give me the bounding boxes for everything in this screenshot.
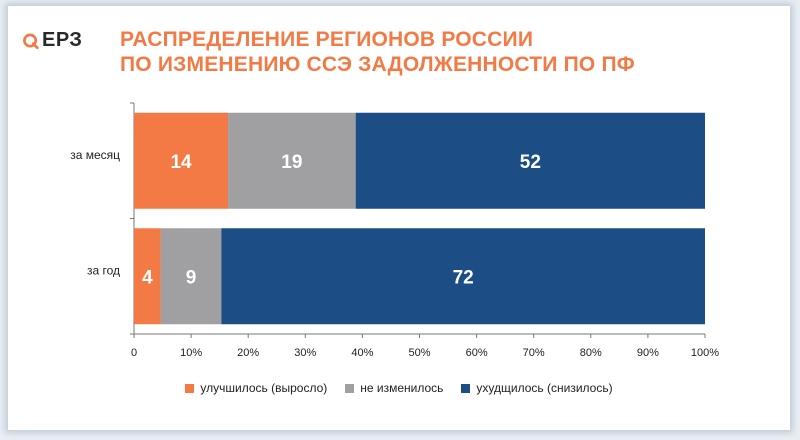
data-label: 4: [142, 267, 153, 288]
legend-item: не изменилось: [345, 381, 443, 395]
logo: ЕРЗ: [22, 29, 82, 52]
title-line-1: РАСПРЕДЕЛЕНИЕ РЕГИОНОВ РОССИИ: [120, 28, 534, 51]
x-tick-label: 100%: [691, 347, 719, 359]
legend-swatch: [461, 383, 471, 393]
slide: ЕРЗ РАСПРЕДЕЛЕНИЕ РЕГИОНОВ РОССИИ ПО ИЗМ…: [8, 6, 790, 430]
legend-item: улучшилось (выросло): [185, 381, 327, 395]
logo-q-icon: [23, 33, 39, 49]
data-label: 19: [281, 152, 302, 173]
x-tick-label: 60%: [466, 347, 488, 359]
x-tick-label: 30%: [294, 347, 316, 359]
data-label: 72: [453, 267, 474, 288]
x-tick-label: 40%: [351, 347, 373, 359]
legend-swatch: [345, 383, 355, 393]
bar-segment: [221, 228, 705, 325]
bar-segment: [160, 228, 222, 325]
legend-label: не изменилось: [360, 381, 444, 395]
data-label: 14: [170, 152, 192, 173]
data-label: 9: [186, 267, 197, 288]
bar-segment: [228, 112, 356, 209]
title-line-2: ПО ИЗМЕНЕНИЮ ССЭ ЗАДОЛЖЕННОСТИ ПО ПФ: [120, 53, 635, 76]
x-tick-label: 20%: [237, 347, 259, 359]
bar-segment: [355, 112, 705, 209]
x-tick-label: 50%: [408, 347, 430, 359]
category-label: за год: [87, 263, 120, 277]
legend-swatch: [185, 383, 195, 393]
bar-segment: [134, 112, 229, 209]
chart-title: РАСПРЕДЕЛЕНИЕ РЕГИОНОВ РОССИИ ПО ИЗМЕНЕН…: [120, 27, 780, 77]
x-tick-label: 90%: [637, 347, 659, 359]
chart-plot: 0 10% 20% 30% 40% 50% 60% 70% 80% 90% 100% за месяц…: [70, 102, 719, 359]
x-tick-label: 70%: [523, 347, 545, 359]
logo-text: ЕРЗ: [42, 29, 83, 51]
chart-legend: улучшилось (выросло) не изменилось ухудщил…: [8, 381, 790, 395]
legend-item: ухудщилось (снизилось): [461, 381, 613, 395]
bar-segment: [134, 228, 161, 325]
data-label: 52: [520, 152, 541, 173]
legend-label: улучшилось (выросло): [200, 381, 328, 395]
x-tick-label: 80%: [580, 347, 602, 359]
x-tick-label: 10%: [180, 347, 202, 359]
category-label: за месяц: [70, 148, 120, 162]
x-tick-label: 0: [131, 347, 137, 359]
legend-label: ухудщилось (снизилось): [476, 381, 613, 395]
